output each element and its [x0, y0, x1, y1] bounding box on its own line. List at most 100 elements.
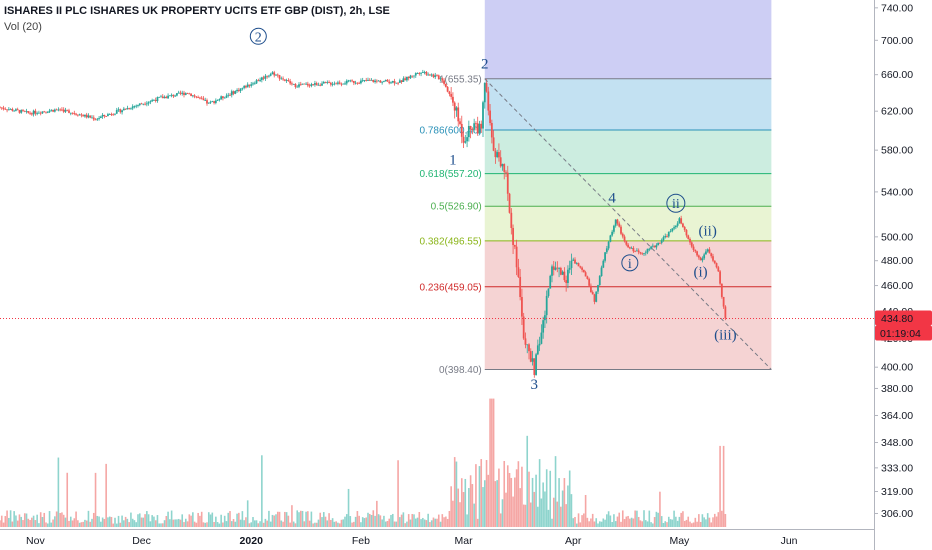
candle-body — [91, 117, 93, 119]
candle-body — [301, 83, 304, 85]
candle-body — [216, 100, 219, 101]
volume-bar — [174, 519, 176, 527]
volume-bar — [319, 512, 322, 527]
volume-bar — [275, 514, 277, 527]
price-tick-label: 540.00 — [881, 186, 913, 198]
candle-body — [441, 78, 444, 81]
volume-bar — [529, 502, 532, 527]
volume-bar — [621, 510, 624, 527]
volume-bar — [538, 459, 541, 527]
candle-body — [689, 238, 691, 243]
candle-body — [363, 80, 366, 81]
volume-bar — [683, 520, 686, 527]
candle-body — [650, 246, 652, 249]
candle-body — [390, 82, 392, 84]
candle-body — [328, 82, 330, 83]
volume-bar — [533, 491, 536, 527]
candle-body — [269, 74, 272, 76]
volume-bar — [2, 522, 5, 527]
volume-bar — [395, 521, 398, 527]
candle-body — [22, 110, 24, 111]
volume-bar — [243, 520, 245, 527]
candle-body — [76, 114, 79, 116]
volume-bar — [38, 523, 40, 527]
candle-body — [204, 100, 207, 101]
candle-body — [151, 100, 154, 102]
candle-body — [345, 80, 348, 84]
volume-bar — [147, 514, 150, 527]
candle-body — [646, 248, 649, 253]
volume-bar — [321, 517, 323, 527]
volume-bar — [418, 511, 421, 527]
candle-body — [69, 112, 72, 114]
candle-body — [715, 263, 718, 268]
time-tick-label: Mar — [454, 535, 473, 547]
candle-body — [259, 79, 261, 81]
candle-body — [188, 93, 191, 95]
volume-bar — [15, 515, 17, 527]
volume-bar — [600, 521, 603, 527]
volume-bar — [391, 513, 394, 527]
volume-bar — [220, 514, 222, 527]
volume-bar — [508, 472, 511, 527]
candle-body — [471, 129, 474, 131]
candle-body — [158, 96, 161, 98]
candle-body — [211, 101, 214, 103]
candle-body — [98, 117, 100, 119]
candle-body — [515, 246, 518, 268]
volume-bar — [701, 514, 704, 527]
volume-bar — [69, 516, 72, 527]
volume-bar — [653, 517, 656, 527]
volume-bar — [34, 520, 37, 527]
candle-body — [89, 115, 92, 118]
candle-body — [27, 111, 30, 113]
volume-bar — [114, 517, 116, 527]
candle-body — [191, 95, 194, 97]
candle-body — [23, 110, 26, 112]
volume-bar — [211, 512, 214, 527]
candle-body — [535, 354, 537, 375]
candle-body — [411, 75, 414, 77]
volume-bar — [618, 512, 621, 527]
candle-body — [34, 110, 37, 114]
candle-body — [285, 80, 288, 81]
volume-bar — [512, 496, 514, 527]
candle-body — [547, 288, 550, 296]
candle-body — [117, 109, 120, 111]
volume-bar — [673, 510, 675, 527]
candle-body — [62, 109, 65, 112]
candle-body — [64, 109, 67, 112]
volume-bar — [591, 513, 594, 527]
candle-body — [473, 123, 476, 130]
fib-label-0.236: 0.236(459.05) — [419, 282, 481, 293]
candle-body — [46, 112, 49, 113]
candle-body — [266, 75, 269, 77]
volume-bar — [517, 461, 520, 527]
fib-zone-0.236 — [484, 240, 772, 287]
candle-body — [494, 150, 497, 158]
candle-body — [659, 242, 661, 244]
volume-bar — [280, 520, 283, 527]
candle-body — [639, 252, 642, 254]
volume-bar — [218, 523, 221, 527]
volume-bar — [685, 519, 688, 527]
candle-body — [360, 80, 362, 84]
candle-body — [48, 110, 51, 113]
volume-bar — [468, 488, 470, 527]
candle-body — [446, 86, 449, 92]
candle-body — [533, 358, 536, 375]
candle-body — [430, 74, 433, 76]
candle-body — [177, 92, 180, 94]
volume-bar — [333, 521, 336, 527]
candle-body — [94, 119, 97, 121]
volume-bar — [452, 500, 454, 527]
candle-body — [137, 105, 139, 106]
candle-body — [144, 103, 146, 105]
volume-bar — [370, 514, 373, 527]
candle-body — [591, 291, 594, 295]
candle-body — [292, 83, 295, 85]
candle-body — [248, 84, 251, 86]
volume-bar — [291, 505, 293, 527]
